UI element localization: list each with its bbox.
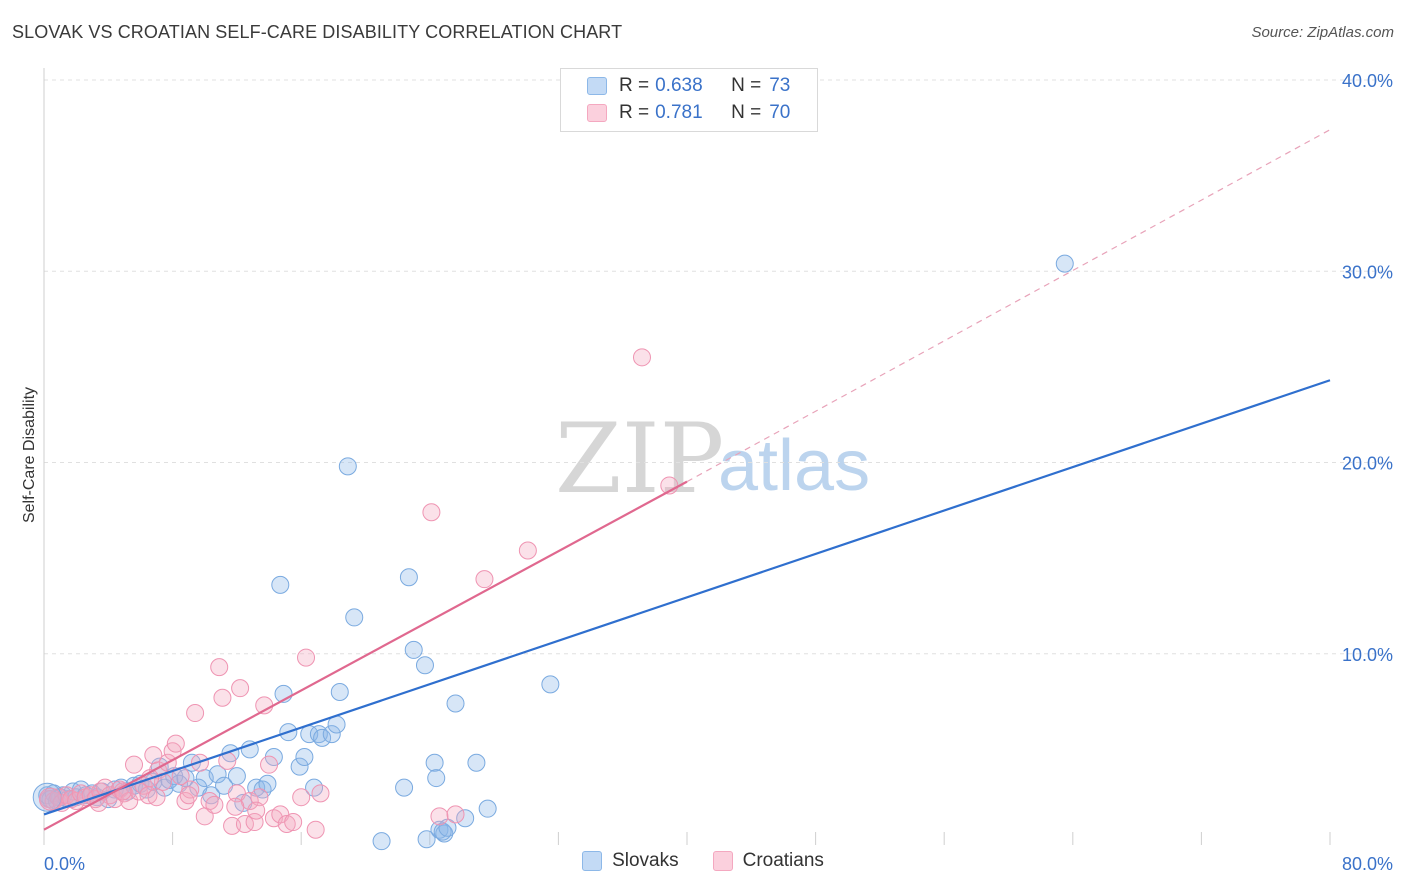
croatians-point (186, 704, 205, 723)
legend-r-value: 0.638 (655, 75, 703, 96)
croatians-point (446, 805, 465, 824)
legend-n-label: N = (731, 102, 762, 123)
croatians-point (210, 658, 229, 677)
watermark-atlas: atlas (718, 426, 870, 506)
croatians-point (277, 814, 296, 833)
croatians-point (245, 813, 264, 832)
croatians-point (306, 820, 325, 839)
y-tick-label: 30.0% (1342, 262, 1393, 282)
slovaks-point (456, 809, 475, 828)
slovaks-point (415, 656, 434, 675)
legend-n-label: N = (731, 75, 762, 96)
legend-r-label: R = (619, 102, 650, 123)
slovaks-point (399, 568, 418, 587)
croatians-trend-extension (686, 129, 1331, 483)
slovaks-point (295, 748, 314, 767)
slovaks-swatch (587, 77, 607, 95)
croatians-point (213, 688, 232, 707)
slovaks-point (1055, 254, 1074, 273)
watermark-zip: ZIP (555, 403, 724, 515)
slovaks-point (404, 640, 423, 659)
slovaks-point (478, 799, 497, 818)
legend-item-croatians[interactable]: Croatians (712, 850, 824, 872)
croatians-point (247, 801, 266, 820)
croatians-point (422, 503, 441, 522)
croatians-point (231, 679, 250, 698)
slovaks-point (258, 774, 277, 793)
legend-label-croatians: Croatians (742, 850, 824, 871)
croatians-point (166, 734, 185, 753)
slovaks-point (541, 675, 560, 694)
croatians-point (176, 792, 195, 811)
croatians-point (292, 788, 311, 807)
slovaks-point (395, 778, 414, 797)
y-tick-label: 40.0% (1342, 71, 1393, 91)
croatians-legend-swatch (712, 851, 733, 871)
slovaks-point (208, 765, 227, 784)
croatians-trend-line (43, 480, 688, 831)
croatians-point (205, 795, 224, 814)
slovaks-point (417, 830, 436, 849)
croatians-point (250, 788, 269, 807)
croatians-point (430, 807, 449, 826)
slovaks-point (345, 608, 364, 627)
slovaks-point (372, 832, 391, 851)
croatians-point (475, 570, 494, 589)
legend-label-slovaks: Slovaks (612, 850, 679, 871)
croatians-point (38, 787, 62, 811)
croatians-point (120, 792, 139, 811)
slovaks-legend-swatch (582, 851, 603, 871)
croatians-point (297, 648, 316, 667)
legend-row-slovaks: R = 0.638 N = 73 (587, 73, 790, 99)
slovaks-point (290, 757, 309, 776)
slovaks-point (322, 725, 341, 744)
croatians-point (179, 786, 198, 805)
series-legend: Slovaks Croatians (0, 850, 1406, 872)
croatians-point (311, 784, 330, 803)
croatians-point (226, 797, 245, 816)
y-tick-label: 20.0% (1342, 454, 1393, 474)
legend-n-value: 70 (769, 102, 791, 123)
legend-r-value: 0.781 (655, 102, 703, 123)
y-tick-label: 10.0% (1342, 645, 1393, 665)
slovaks-point (313, 728, 332, 747)
croatians-point (284, 813, 303, 832)
slovaks-point (425, 753, 444, 772)
croatians-point (260, 755, 279, 774)
croatians-point (147, 788, 166, 807)
croatians-point (125, 755, 144, 774)
chart-title: SLOVAK VS CROATIAN SELF-CARE DISABILITY … (12, 22, 623, 42)
correlation-legend: R = 0.638 N = 73 R = 0.781 N = 70 (560, 68, 818, 132)
legend-item-slovaks[interactable]: Slovaks (582, 850, 679, 872)
croatians-point (518, 541, 537, 560)
croatians-swatch (587, 104, 607, 122)
croatians-point (632, 348, 651, 367)
slovaks-point (446, 694, 465, 713)
chart-source: Source: ZipAtlas.com (1251, 24, 1394, 41)
legend-n-value: 73 (769, 75, 791, 96)
legend-r-label: R = (619, 75, 650, 96)
slovaks-point (271, 575, 290, 594)
slovaks-point (467, 753, 486, 772)
slovaks-trend-line (43, 379, 1331, 816)
slovaks-point (427, 769, 446, 788)
x-tick-label: 80.0% (1342, 854, 1393, 874)
slovaks-point (240, 740, 259, 759)
slovaks-point (227, 767, 246, 786)
slovaks-point (338, 457, 357, 476)
slovaks-point (330, 683, 349, 701)
x-tick-label: 0.0% (44, 854, 85, 874)
legend-row-croatians: R = 0.781 N = 70 (587, 100, 790, 126)
